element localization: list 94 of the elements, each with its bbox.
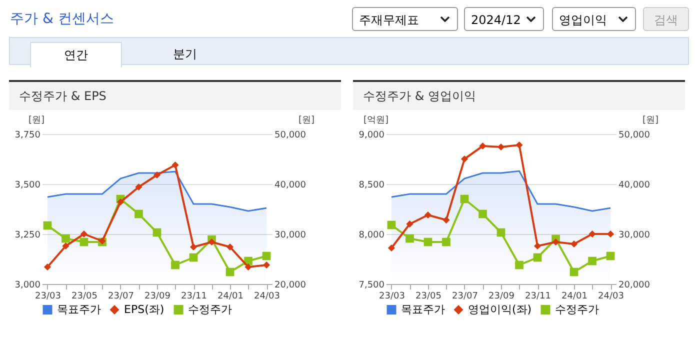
point	[262, 252, 271, 260]
y2-tick-label: 30,000	[274, 230, 306, 240]
x-tick-label: 23/09	[488, 292, 515, 302]
y-axis-title: [억원]	[363, 116, 388, 126]
legend-label: 영업이익(좌)	[468, 302, 532, 316]
point	[262, 261, 270, 269]
y2-tick-label: 20,000	[618, 280, 650, 290]
point	[387, 220, 396, 230]
point	[226, 243, 234, 251]
point	[552, 238, 560, 246]
text: 영업이익	[552, 7, 636, 31]
x-tick-label: 24/03	[254, 292, 280, 302]
point	[406, 220, 414, 228]
point	[478, 210, 487, 218]
y2-tick-label: 50,000	[618, 130, 650, 140]
y2-tick-label: 30,000	[618, 230, 650, 240]
point	[80, 230, 88, 238]
text: 연간	[30, 42, 122, 67]
legend-label: 목표주가	[401, 302, 445, 316]
x-tick-label: 23/11	[525, 292, 551, 302]
point	[152, 228, 162, 237]
point	[62, 234, 70, 243]
point	[116, 198, 124, 206]
text: 주가 & 컨센서스	[10, 10, 114, 28]
point	[497, 143, 505, 151]
chart-title: 수정주가 & EPS	[9, 82, 341, 110]
point	[479, 142, 486, 150]
y2-axis-title: [원]	[298, 116, 314, 126]
point	[442, 216, 450, 224]
point	[534, 242, 542, 250]
point	[189, 253, 198, 262]
y-tick-label: 3,750	[14, 130, 41, 140]
point	[208, 238, 216, 246]
point	[172, 161, 179, 169]
point	[588, 256, 596, 266]
point	[496, 228, 506, 237]
y-tick-label: 8,500	[358, 180, 385, 190]
point	[244, 263, 252, 271]
x-tick-label: 23/03	[379, 292, 405, 302]
point	[516, 141, 523, 149]
legend-label: EPS(좌)	[124, 302, 164, 316]
point	[134, 210, 143, 218]
x-tick-label: 23/11	[181, 292, 207, 302]
y2-tick-label: 50,000	[274, 130, 306, 140]
y2-tick-label: 40,000	[274, 180, 306, 190]
x-tick-label: 23/05	[416, 292, 442, 302]
point	[442, 238, 450, 246]
point	[62, 242, 70, 250]
x-tick-label: 23/05	[72, 292, 98, 302]
point	[424, 211, 432, 219]
point	[460, 155, 468, 163]
point	[606, 252, 615, 260]
point	[171, 260, 180, 270]
point	[135, 183, 142, 191]
text: 분기	[172, 46, 198, 63]
point	[424, 238, 432, 246]
y-tick-label: 3,000	[14, 280, 41, 290]
point	[44, 263, 52, 271]
y2-axis-title: [원]	[642, 116, 658, 126]
y-tick-label: 3,250	[14, 230, 41, 240]
y2-tick-label: 40,000	[618, 180, 650, 190]
y-tick-label: 9,000	[358, 130, 385, 140]
point	[570, 240, 578, 248]
point	[80, 238, 88, 246]
y-tick-label: 3,500	[14, 180, 41, 190]
text: 주재무제표	[352, 7, 458, 31]
text: 2024/12	[464, 7, 544, 31]
point	[588, 230, 596, 238]
x-tick-label: 24/01	[218, 292, 244, 302]
point	[388, 244, 396, 252]
text: 검색	[643, 7, 689, 31]
x-tick-label: 23/07	[108, 292, 134, 302]
x-tick-label: 23/07	[452, 292, 478, 302]
y-tick-label: 7,500	[358, 280, 385, 290]
legend-label: 수정주가	[555, 302, 599, 316]
x-tick-label: 24/03	[598, 292, 624, 302]
y2-tick-label: 20,000	[274, 280, 306, 290]
point	[515, 260, 524, 270]
point	[43, 221, 52, 230]
y-axis-title: [원]	[28, 116, 44, 126]
x-tick-label: 23/09	[144, 292, 171, 302]
x-tick-label: 24/01	[562, 292, 588, 302]
point	[570, 268, 578, 276]
y-tick-label: 8,000	[358, 230, 385, 240]
point	[190, 243, 198, 251]
legend-label: 수정주가	[188, 302, 232, 316]
point	[533, 253, 542, 262]
point	[226, 268, 234, 276]
point	[153, 171, 161, 179]
point	[460, 194, 469, 204]
point	[406, 234, 414, 243]
chart-title: 수정주가 & 영업이익	[353, 82, 685, 110]
x-tick-label: 23/03	[35, 292, 61, 302]
legend-label: 목표주가	[57, 302, 101, 316]
